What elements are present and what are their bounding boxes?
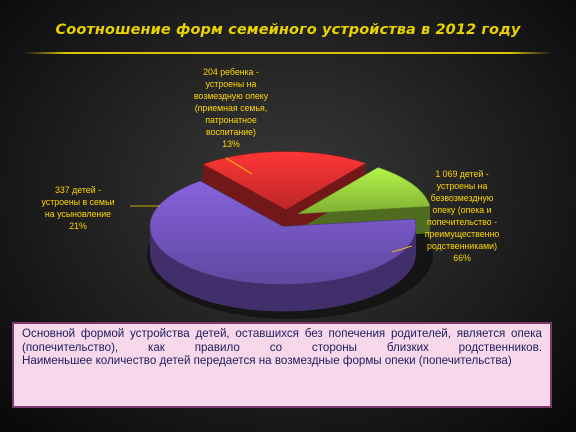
slice-label-line: 1 069 детей - — [435, 169, 489, 179]
slice-label-line: попечительство - — [426, 217, 498, 227]
leader-line — [391, 245, 413, 253]
slice-label-line: 204 ребенка - — [203, 67, 259, 77]
slice-label-line: патронатное — [205, 115, 257, 125]
label-guardianship: 1 069 детей - устроены на безвозмездную опе… — [392, 168, 532, 264]
slice-guardianship — [149, 180, 417, 285]
info-paragraph-1: Основной формой устройства детей, оставш… — [22, 327, 542, 354]
slice-label-line: на усыновление — [44, 209, 112, 219]
slice-label-line: безвозмездную — [430, 193, 494, 203]
slice-label-line: устроены в семьи — [41, 197, 115, 207]
info-paragraph-2: Наименьшее количество детей передается н… — [22, 354, 512, 368]
slice-label-line: опеку (опека и — [432, 205, 492, 215]
slice-label-line: 66% — [453, 253, 471, 263]
slice-outer-wall — [149, 226, 416, 312]
slice-adoption — [202, 151, 367, 210]
label-paid-guardianship: 204 ребенка - устроены на возмездную опеку… — [156, 66, 306, 150]
slice-label-line: родственниками) — [426, 241, 498, 251]
slide-title: Соотношение форм семейного устройства в … — [55, 22, 521, 38]
slice-label-line: (приемная семья, — [194, 103, 268, 113]
slice-label-line: 21% — [69, 221, 87, 231]
leader-line — [225, 157, 253, 175]
slice-label-line: 13% — [222, 139, 240, 149]
pie-chart — [130, 151, 433, 319]
slice-label-line: воспитание) — [206, 127, 256, 137]
title-underline — [24, 52, 552, 54]
slice-label-line: устроены на — [205, 79, 257, 89]
slice-label-line: преимущественно — [424, 229, 500, 239]
label-adoption: 337 детей - устроены в семьи на усыновлени… — [28, 184, 128, 232]
slice-label-line: 337 детей - — [55, 185, 101, 195]
slice-paid_guardianship — [297, 167, 431, 215]
slice-label-line: возмездную опеку — [193, 91, 269, 101]
slice-label-line: устроены на — [436, 181, 488, 191]
info-box: Основной формой устройства детей, оставш… — [12, 322, 552, 408]
